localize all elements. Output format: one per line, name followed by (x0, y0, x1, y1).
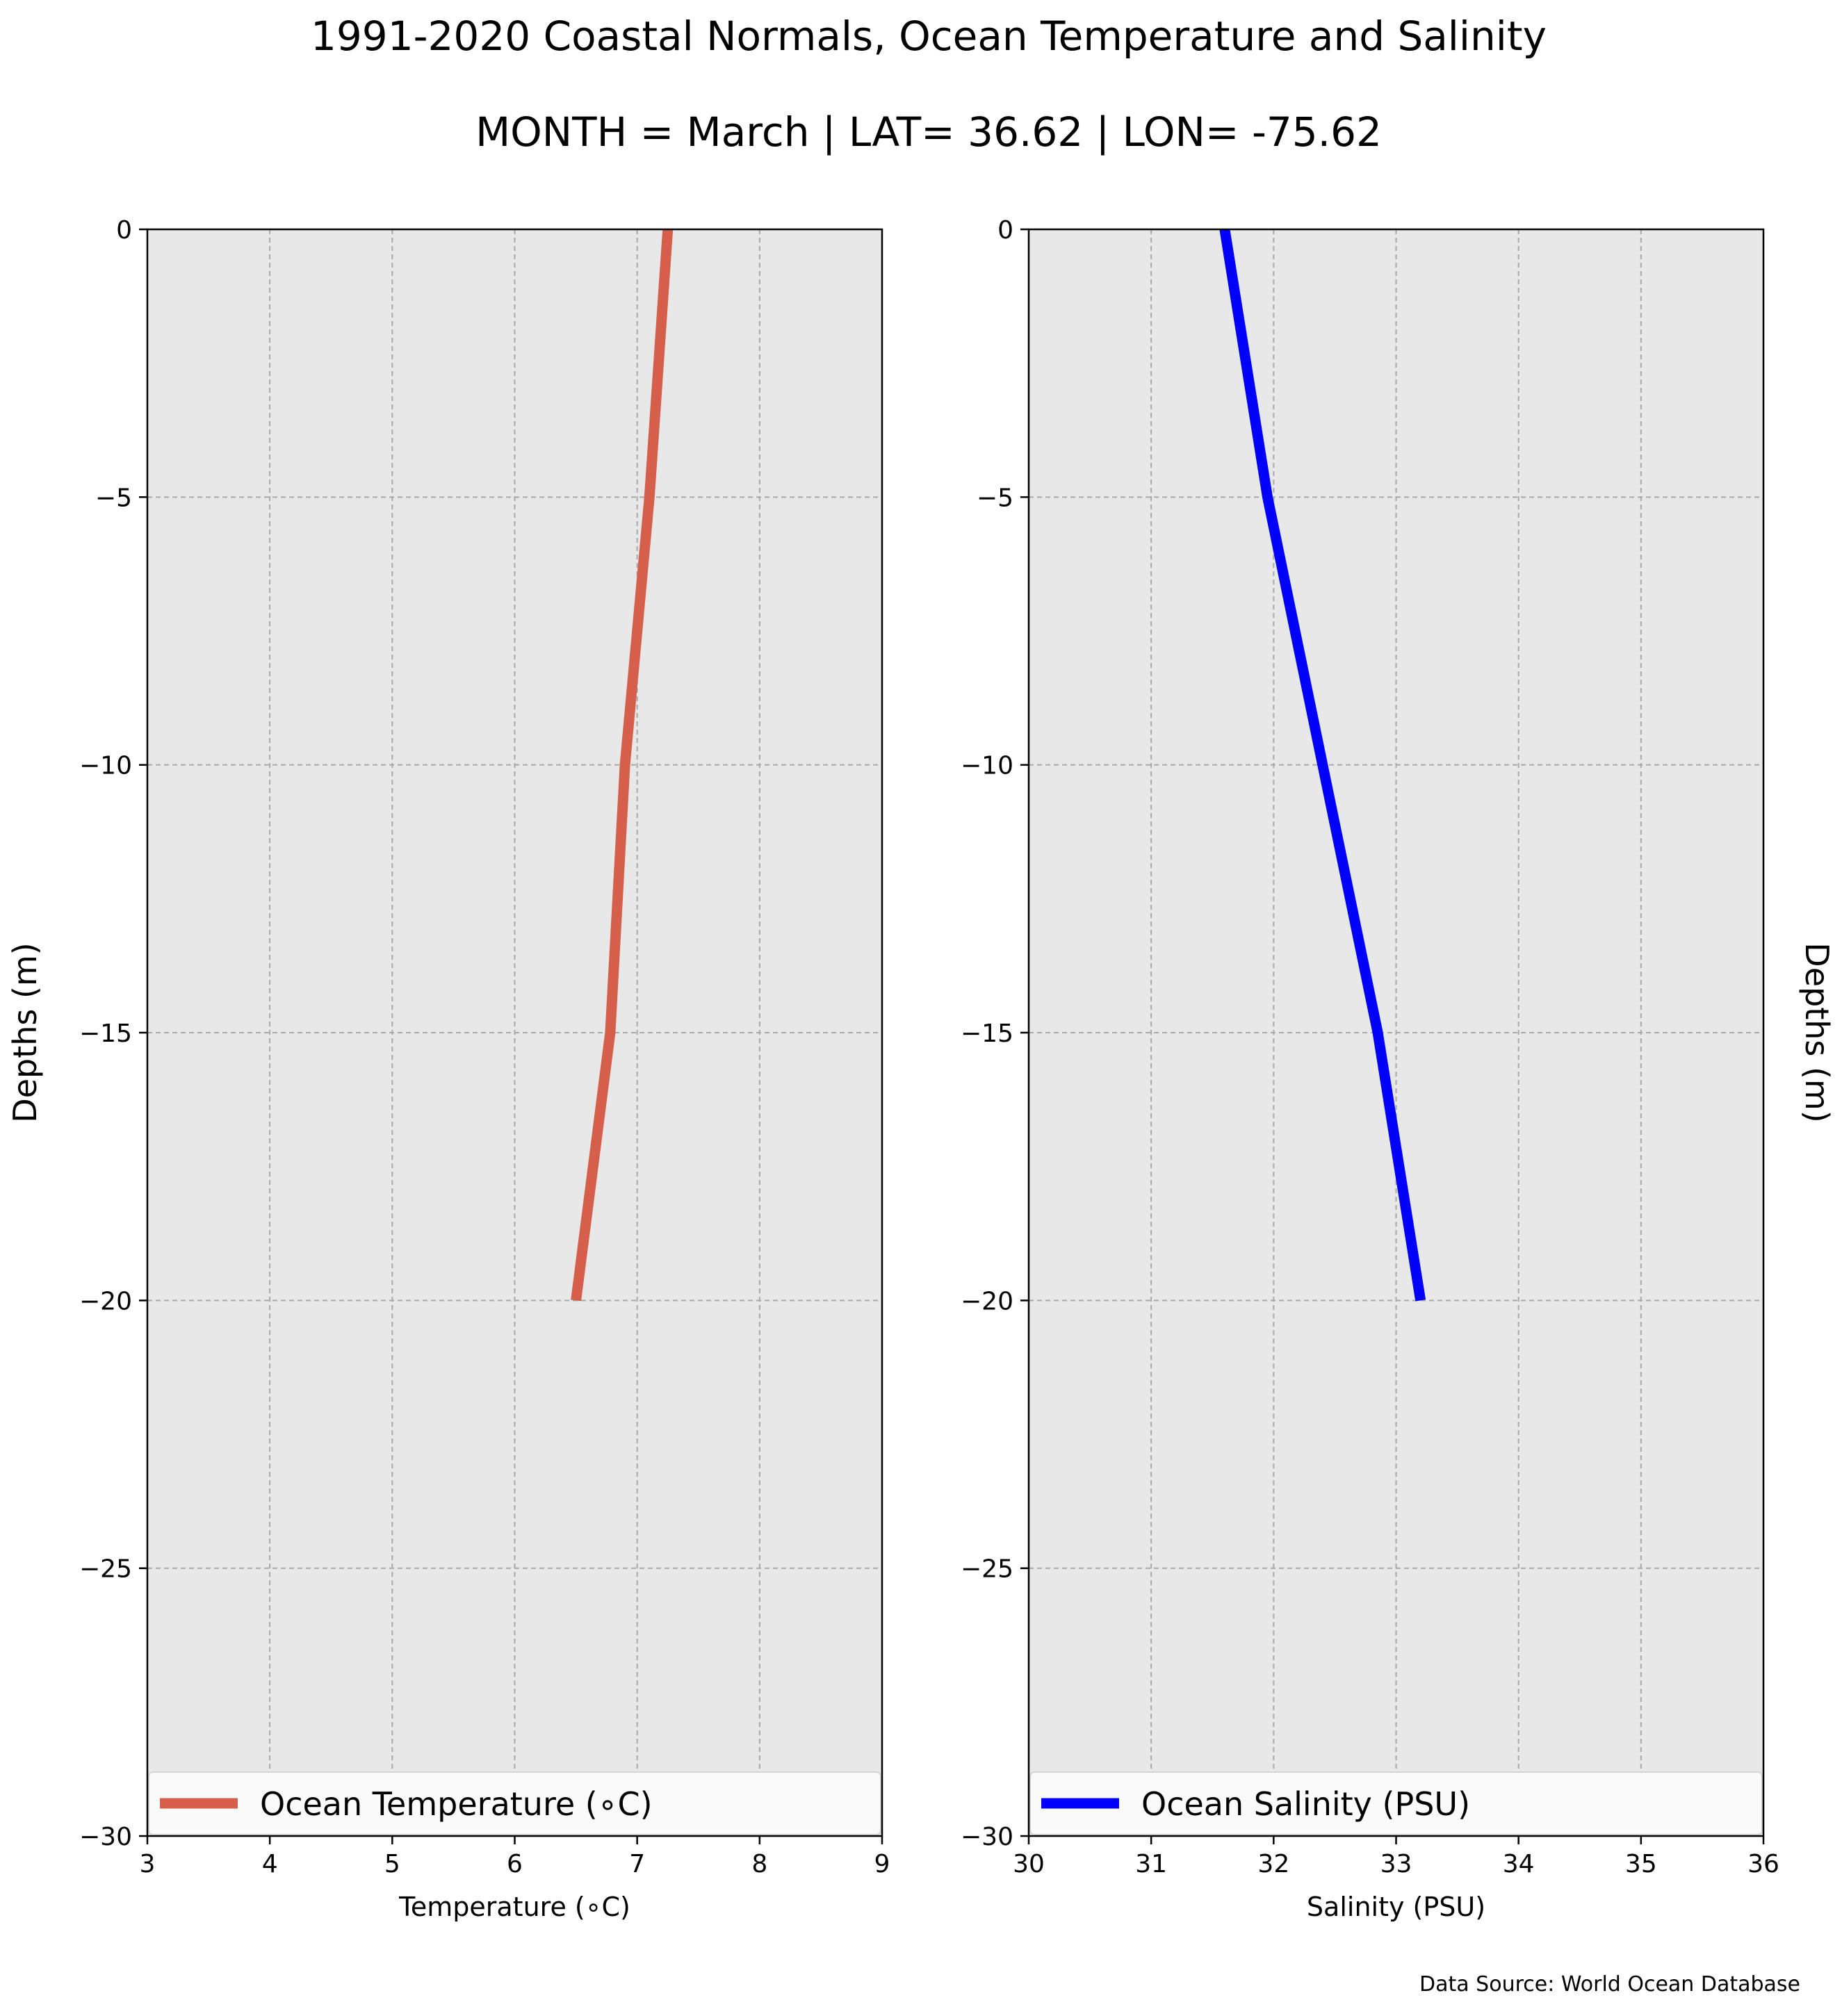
x-tick-label: 35 (1625, 1850, 1657, 1878)
y-tick-label: −10 (79, 752, 132, 780)
data-source-note: Data Source: World Ocean Database (1419, 1972, 1800, 1997)
series-line (1219, 228, 1426, 1302)
x-tick-label: 8 (751, 1850, 767, 1878)
x-tick-label: 6 (507, 1850, 523, 1878)
x-tick-label: 9 (874, 1850, 890, 1878)
y-tick-label: −10 (961, 752, 1013, 780)
x-tick-label: 36 (1747, 1850, 1779, 1878)
y-tick-label: −20 (961, 1287, 1013, 1316)
x-tick-label: 31 (1135, 1850, 1167, 1878)
x-axis-label: Temperature (∘C) (398, 1892, 630, 1922)
chart-panel-1: Ocean Temperature (∘C) 3 4 5 6 7 8 9 0 −5 −10 −15 −2… (6, 216, 890, 1922)
y-tick-label: 0 (997, 216, 1013, 245)
y-tick-label: −30 (79, 1823, 132, 1851)
series-line (571, 229, 674, 1302)
x-tick-label: 32 (1257, 1850, 1289, 1878)
x-tick-label: 34 (1503, 1850, 1535, 1878)
legend: Ocean Temperature (∘C) (148, 1771, 881, 1835)
y-tick-label: −5 (95, 484, 132, 512)
x-tick-label: 5 (384, 1850, 400, 1878)
y-tick-label: −25 (79, 1555, 132, 1584)
legend-label: Ocean Temperature (∘C) (260, 1785, 653, 1823)
y-axis-label: Depths (m) (6, 942, 44, 1122)
y-tick-label: −15 (79, 1019, 132, 1048)
x-axis-label: Salinity (PSU) (1307, 1892, 1485, 1922)
legend-label: Ocean Salinity (PSU) (1141, 1785, 1470, 1823)
x-tick-label: 30 (1013, 1850, 1045, 1878)
y-tick-label: 0 (116, 216, 132, 245)
x-tick-label: 7 (629, 1850, 645, 1878)
figure-subtitle: MONTH = March | LAT= 36.62 | LON= -75.62 (475, 108, 1382, 156)
figure-title: 1991-2020 Coastal Normals, Ocean Tempera… (311, 13, 1547, 60)
legend: Ocean Salinity (PSU) (1029, 1771, 1763, 1835)
y-tick-label: −5 (977, 484, 1013, 512)
x-tick-label: 4 (262, 1850, 278, 1878)
x-tick-label: 3 (140, 1850, 156, 1878)
chart-panel-2: Ocean Salinity (PSU) 30 31 32 33 34 35 36 0 −5 −10… (961, 216, 1836, 1922)
y-axis-label: Depths (m) (1798, 942, 1836, 1122)
chart-panels: Ocean Temperature (∘C)3 4 5 6 7 8 90−5−10−15−2… (6, 216, 1836, 1922)
y-tick-label: −15 (961, 1019, 1013, 1048)
legend-box (148, 1771, 881, 1835)
y-tick-label: −20 (79, 1287, 132, 1316)
y-tick-label: −30 (961, 1823, 1013, 1851)
x-tick-label: 33 (1380, 1850, 1412, 1878)
y-tick-label: −25 (961, 1555, 1013, 1584)
legend-box (1029, 1771, 1763, 1835)
